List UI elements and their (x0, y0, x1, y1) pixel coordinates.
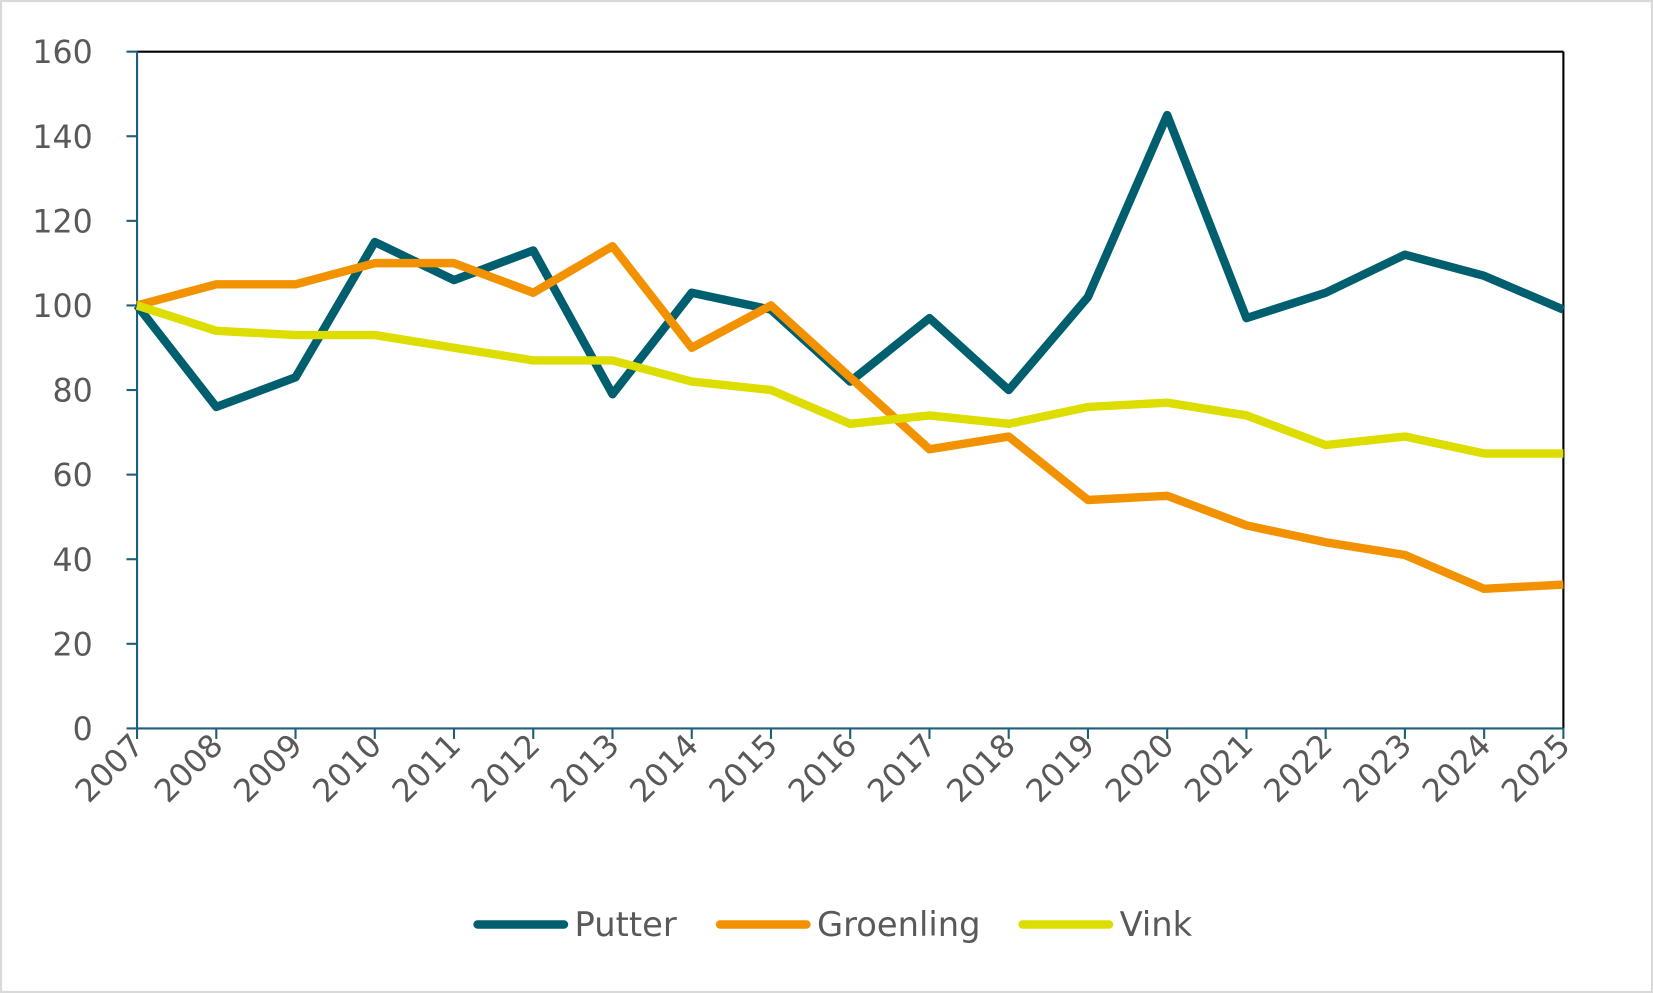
legend-item-groenling: Groenling (715, 905, 981, 944)
legend-item-putter: Putter (473, 905, 677, 944)
y-tick-label: 120 (32, 204, 92, 240)
y-tick-label: 160 (32, 35, 92, 71)
y-tick-label: 140 (32, 120, 92, 156)
y-tick-label: 0 (73, 712, 93, 748)
series-line-groenling (135, 242, 1564, 594)
legend-label: Putter (575, 905, 677, 944)
y-tick-label: 100 (32, 289, 92, 325)
y-tick-label: 40 (53, 543, 93, 579)
y-tick-label: 60 (53, 458, 93, 494)
legend-label: Vink (1120, 905, 1193, 944)
legend-label: Groenling (817, 905, 981, 944)
legend-item-vink: Vink (1018, 905, 1193, 944)
y-tick-label: 20 (53, 627, 93, 663)
series-line-vink (135, 301, 1564, 458)
y-tick-label: 80 (53, 374, 93, 410)
